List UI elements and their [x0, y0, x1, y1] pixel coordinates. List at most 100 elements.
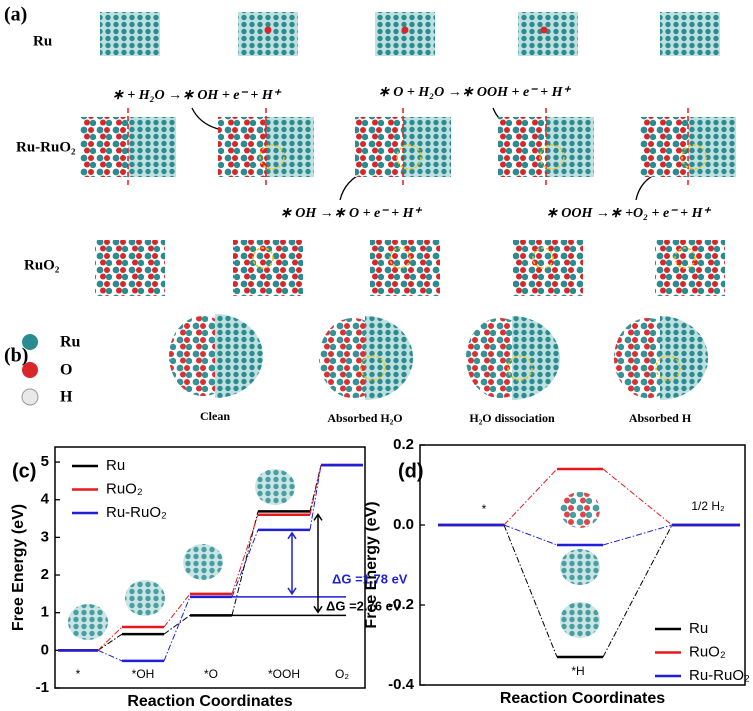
site-marker: [389, 247, 411, 269]
y-tick-label: 3: [41, 528, 49, 545]
ru-part: [546, 117, 594, 177]
connector: [309, 464, 322, 530]
connector: [503, 468, 558, 526]
category-label: *: [76, 667, 81, 681]
ruo2-part: [80, 117, 128, 177]
y-tick-label: 0: [41, 641, 49, 658]
category-label: *: [482, 502, 487, 516]
element-label: O: [60, 362, 72, 379]
ru-slab: [660, 12, 720, 56]
connector: [231, 511, 259, 616]
ru-slab: [238, 12, 298, 56]
y-tick-label: 0.0: [393, 516, 414, 533]
ru-part: [688, 117, 736, 177]
y-tick-label: 4: [41, 491, 50, 508]
ruo2-slab: [370, 240, 440, 296]
connector: [231, 514, 259, 595]
y-axis-label: Free Energy (eV): [363, 501, 380, 628]
site-marker: [259, 144, 285, 170]
y-tick-label: -1: [36, 679, 49, 696]
legend-label: Ru: [106, 457, 125, 474]
connector: [97, 649, 123, 662]
ruo2-part: [218, 117, 266, 177]
state-label: Absorbed H₂O: [327, 411, 402, 425]
row-label: Ru: [33, 33, 52, 49]
row-label: RuO₂: [24, 257, 60, 273]
cluster-icon: [560, 492, 600, 528]
structures: [80, 12, 736, 400]
connector: [231, 529, 259, 598]
y-tick-label: 1: [41, 604, 49, 621]
x-axis-label: Reaction Coordinates: [500, 690, 665, 707]
site-marker: [674, 247, 696, 269]
delta-arrow: [287, 531, 297, 596]
legend-label: RuO₂: [689, 643, 726, 660]
ru-cluster: [365, 316, 413, 400]
y-tick-label: 2: [41, 566, 49, 583]
equation: ∗ OH →∗ O + e⁻ + H⁺: [280, 206, 423, 221]
equation: ∗ OOH →∗ +O₂ + e⁻ + H⁺: [546, 206, 711, 221]
adsorbate: [401, 26, 409, 34]
panel-label: (d): [398, 460, 424, 482]
ru-cluster: [215, 314, 263, 398]
connector: [602, 468, 673, 526]
element-label: H: [60, 389, 73, 406]
site-marker: [252, 247, 274, 269]
ruo2-slab: [233, 240, 303, 296]
category-label: *OH: [132, 667, 155, 681]
connector: [602, 524, 673, 546]
element-label: Ru: [60, 334, 81, 351]
equation: ∗ + H₂O →∗ OH + e⁻ + H⁺: [112, 88, 282, 103]
cluster-icon: [560, 602, 600, 638]
connector: [97, 626, 123, 651]
ru-cluster: [512, 316, 560, 400]
ru-part: [266, 117, 314, 177]
legend-label: Ru-RuO₂: [689, 667, 750, 684]
site-marker: [539, 144, 565, 170]
annotation: ΔG =2.76 eV: [326, 598, 402, 613]
connector: [309, 464, 322, 515]
panel-label: (a): [4, 4, 27, 26]
x-axis-label: Reaction Coordinates: [127, 693, 292, 710]
adsorbate: [540, 26, 548, 34]
connector: [97, 633, 123, 651]
y-tick-label: -0.2: [388, 596, 414, 613]
cluster-icon: [183, 544, 223, 580]
category-label: O₂: [335, 667, 349, 681]
legend-label: Ru: [689, 620, 708, 637]
category-label: *H: [571, 664, 584, 678]
legend-label: Ru-RuO₂: [106, 504, 167, 521]
y-tick-label: -0.4: [388, 676, 415, 693]
plot-frame: [54, 446, 366, 689]
equation: ∗ O + H₂O →∗ OOH + e⁻ + H⁺: [378, 85, 571, 100]
connector: [503, 524, 558, 658]
site-marker: [681, 144, 707, 170]
y-axis-label: Free Energy (eV): [10, 504, 27, 631]
ru-legend-atom: [22, 334, 38, 350]
cluster-icon: [560, 549, 600, 585]
site-marker: [507, 355, 533, 381]
y-tick-label: 5: [41, 453, 49, 470]
ruo2-slab: [95, 240, 165, 296]
ru-slab: [100, 12, 160, 56]
ru-part: [403, 117, 451, 177]
ruo2-slab: [655, 240, 725, 296]
site-marker: [396, 144, 422, 170]
category-label: 1/2 H₂: [691, 499, 725, 513]
annotation: ΔG =1.78 eV: [332, 571, 408, 586]
ru-cluster: [660, 316, 708, 400]
ruo2-part: [355, 117, 403, 177]
ru-slab: [375, 12, 435, 56]
category-label: *OOH: [268, 667, 300, 681]
category-label: *O: [204, 667, 218, 681]
state-label: Absorbed H: [629, 411, 692, 425]
ruo2-part: [498, 117, 546, 177]
row-label: Ru-RuO₂: [16, 139, 76, 155]
ru-slab: [518, 12, 578, 56]
cluster-icon: [125, 580, 165, 616]
h-legend-atom: [21, 388, 39, 406]
connector: [163, 593, 191, 628]
state-label: Clean: [200, 409, 230, 423]
delta-arrow: [313, 513, 323, 614]
